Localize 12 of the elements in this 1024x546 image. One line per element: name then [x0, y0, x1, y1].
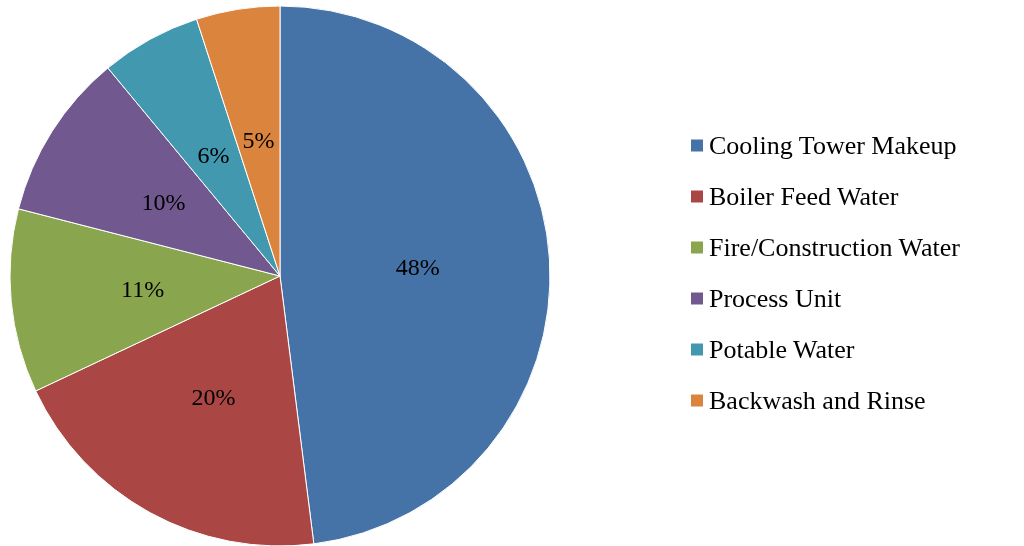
data-label: 48% [395, 254, 440, 281]
legend-label: Backwash and Rinse [709, 386, 926, 415]
data-label: 6% [197, 142, 230, 169]
data-label: 20% [191, 383, 236, 410]
legend-label: Boiler Feed Water [709, 182, 899, 211]
legend-label: Process Unit [709, 284, 842, 313]
data-label: 10% [141, 189, 186, 216]
legend-label: Fire/Construction Water [709, 233, 961, 262]
data-label: 11% [121, 275, 165, 302]
legend-label: Potable Water [709, 335, 855, 364]
data-label: 5% [242, 126, 275, 153]
legend-label: Cooling Tower Makeup [709, 131, 957, 160]
